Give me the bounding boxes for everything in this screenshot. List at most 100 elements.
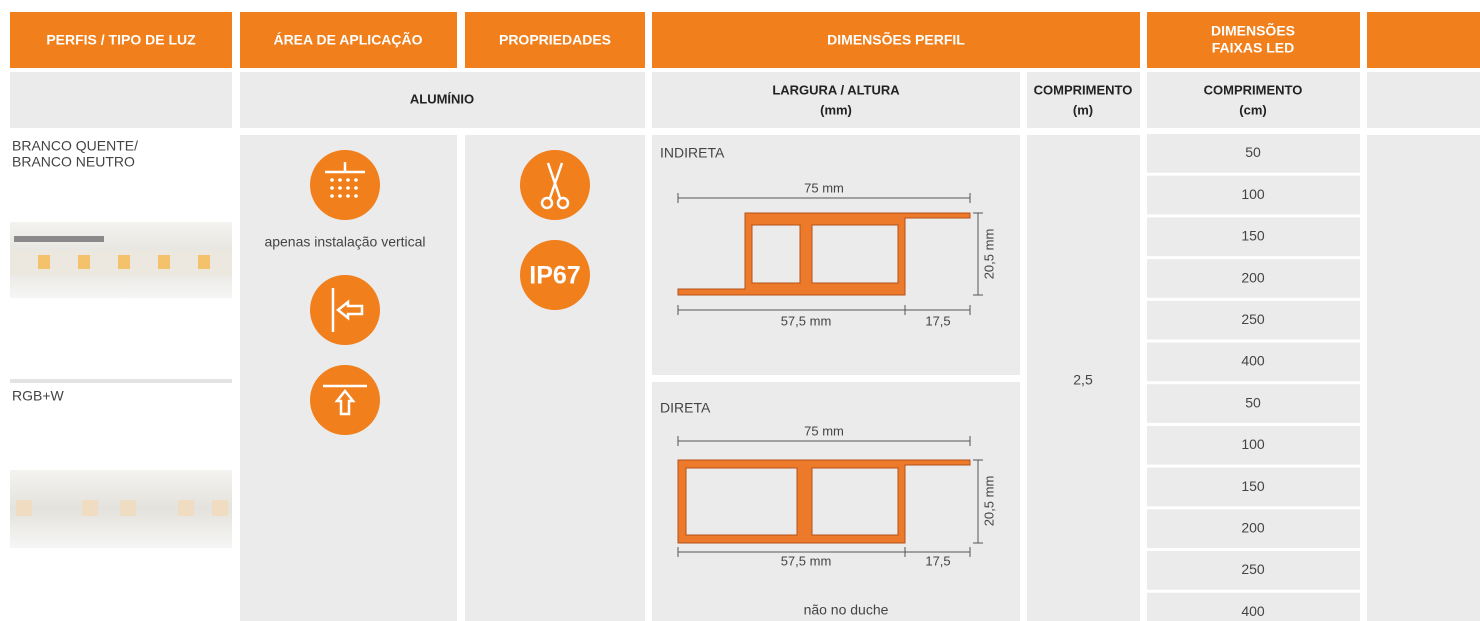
scissors-icon <box>520 150 590 220</box>
subheader-cell <box>1147 72 1360 128</box>
led-length: 400 <box>1241 353 1265 369</box>
led <box>198 255 210 269</box>
led-length-cell <box>1147 134 1360 173</box>
length-cell <box>1027 135 1140 621</box>
header-cell <box>240 12 457 68</box>
led-length: 150 <box>1241 228 1265 244</box>
profile-drawing: DIRETA 75 mm 20,5 mm 57,5 mm 17,5 não no… <box>660 400 996 618</box>
profile-label: DIRETA <box>660 400 711 416</box>
led-length-cell <box>1147 300 1360 340</box>
dimension-label: 20,5 mm <box>981 476 996 527</box>
subheader-label: COMPRIMENTO <box>1204 82 1303 97</box>
profile-cell <box>652 135 1020 375</box>
led-length-cell <box>1147 384 1360 423</box>
header-label: FAIXAS LED <box>1212 40 1294 56</box>
header-label: DIMENSÕES <box>1211 22 1295 39</box>
subheader-cell <box>10 72 232 128</box>
led-length: 200 <box>1241 520 1265 536</box>
dot <box>346 186 350 190</box>
header-label: DIMENSÕES PERFIL <box>827 31 965 48</box>
subheader-label: COMPRIMENTO <box>1034 82 1133 97</box>
header-cell <box>1367 12 1480 68</box>
icon-circle <box>520 240 590 310</box>
dimension-line <box>677 436 971 446</box>
icon-glyph <box>323 384 367 416</box>
dimension-label: 75 mm <box>804 180 844 195</box>
dimension-label: 17,5 <box>925 553 950 568</box>
subheader-cell <box>652 72 1020 128</box>
subheader-cell <box>1027 72 1140 128</box>
led-length: 400 <box>1241 603 1265 619</box>
profile-shape <box>677 212 971 296</box>
led-length-cell <box>1147 217 1360 257</box>
led <box>118 255 130 269</box>
led-length-cell <box>1147 259 1360 298</box>
profile-length: 2,5 <box>1073 372 1093 388</box>
icon-circle <box>310 275 380 345</box>
application-note: apenas instalação vertical <box>264 234 425 250</box>
led <box>212 500 228 516</box>
icon-glyph <box>331 288 364 332</box>
header-label: ÁREA DE APLICAÇÃO <box>273 31 422 48</box>
led-length-cell <box>1147 175 1360 215</box>
strip-print <box>14 236 104 242</box>
led-length-cell <box>1147 592 1360 621</box>
dimension-label: 57,5 mm <box>781 313 832 328</box>
dot <box>330 186 334 190</box>
dimension-line <box>677 305 971 315</box>
icon-glyph <box>556 196 570 210</box>
dot <box>338 178 342 182</box>
dimension-label: 75 mm <box>804 423 844 438</box>
dimension-line <box>677 193 971 203</box>
led <box>158 255 170 269</box>
led-length: 200 <box>1241 269 1265 285</box>
dimension-label: 57,5 mm <box>781 553 832 568</box>
led-length: 100 <box>1241 436 1265 452</box>
subheader-unit: (mm) <box>820 102 852 117</box>
subheader-cell <box>240 72 645 128</box>
led-length-cell <box>1147 509 1360 548</box>
icon-glyph <box>546 162 564 199</box>
profile-note: não no duche <box>804 602 889 618</box>
subheader-label: ALUMÍNIO <box>410 91 474 106</box>
icon-circle <box>310 150 380 220</box>
dimension-line <box>973 212 983 296</box>
header-label: PROPRIEDADES <box>499 32 611 48</box>
dimension-label: 20,5 mm <box>981 229 996 280</box>
header-cell <box>1147 12 1360 68</box>
dot <box>354 194 358 198</box>
leds <box>16 500 228 516</box>
dimension-label: 17,5 <box>925 313 950 328</box>
light-type: BRANCO NEUTRO <box>12 154 135 170</box>
light-type: BRANCO QUENTE/ <box>12 138 138 154</box>
led-length-cell <box>1147 425 1360 465</box>
led-length: 250 <box>1241 311 1265 327</box>
body-cells <box>240 135 1480 621</box>
led <box>178 500 194 516</box>
profile-drawing: INDIRETA 75 mm 20,5 mm 57,5 mm 17,5 <box>660 145 996 329</box>
header-cell <box>10 12 232 68</box>
led <box>78 255 90 269</box>
led-length: 100 <box>1241 186 1265 202</box>
subheader-unit: (m) <box>1073 102 1093 117</box>
wall-mount-icon <box>310 275 380 345</box>
icon-glyph <box>540 196 554 210</box>
led-length: 50 <box>1245 394 1261 410</box>
dot <box>354 186 358 190</box>
dot <box>346 178 350 182</box>
header-row <box>10 12 1480 68</box>
led-lengths: 50 100 150 200 250 400 50 100 150 200 250 400 <box>1147 134 1360 621</box>
dimension-line <box>973 459 983 544</box>
dot <box>338 186 342 190</box>
subheader-unit: (cm) <box>1239 102 1266 117</box>
icon-dots <box>330 178 358 198</box>
led-strip-image <box>10 222 232 298</box>
led-length: 250 <box>1241 561 1265 577</box>
ip-rating-icon: IP67 <box>520 240 590 310</box>
subheader-cell <box>1367 72 1480 128</box>
ip-rating: IP67 <box>529 262 580 290</box>
profile-cell <box>652 382 1020 621</box>
icon-circle <box>310 365 380 435</box>
dot <box>330 178 334 182</box>
